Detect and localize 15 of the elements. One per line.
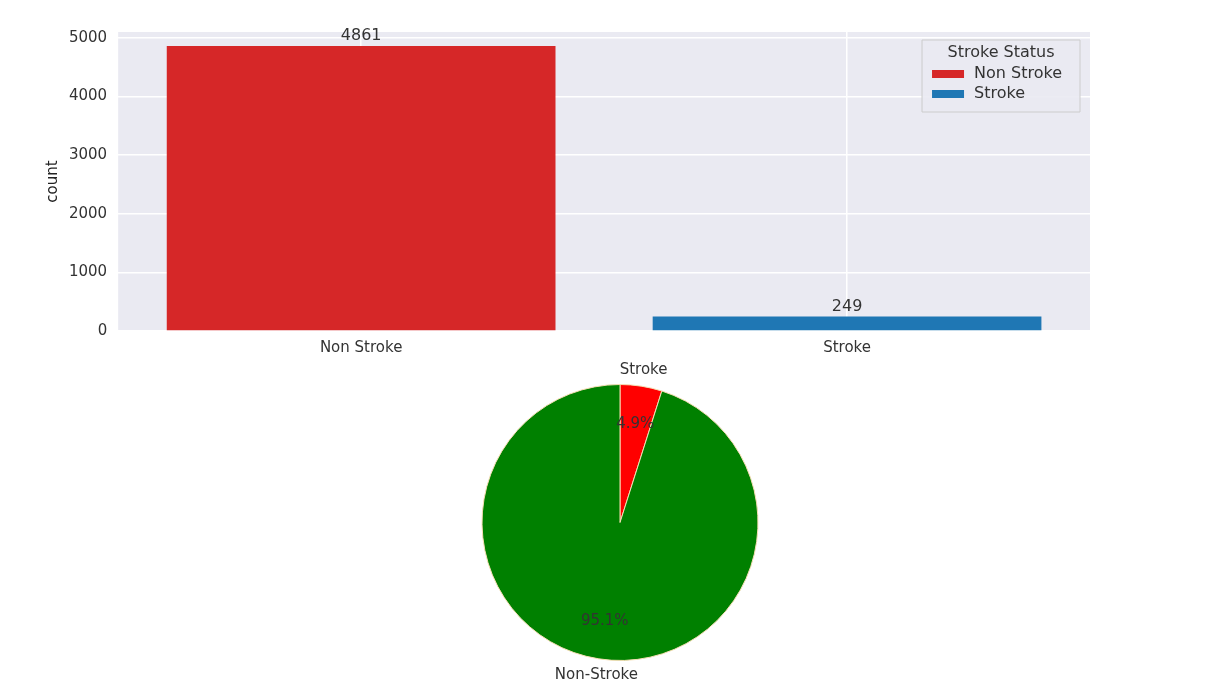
data-label: 249 xyxy=(831,295,863,315)
y-tick-label: 0 xyxy=(97,320,108,339)
data-label: 95.1% xyxy=(580,610,629,629)
legend-label: Non Stroke xyxy=(974,63,1062,83)
legend-label: Stroke xyxy=(974,83,1026,103)
legend-title: Stroke Status xyxy=(947,42,1055,62)
y-tick-label: 1000 xyxy=(68,262,108,281)
y-tick-label: 3000 xyxy=(68,145,108,164)
y-tick-label: 2000 xyxy=(68,203,108,222)
y-axis-title: count xyxy=(42,160,61,203)
slice-label: Non-Stroke xyxy=(554,664,638,683)
y-tick-label: 4000 xyxy=(68,86,108,105)
slice-label: Stroke xyxy=(619,360,668,379)
data-label: 4861 xyxy=(340,25,382,45)
y-tick-label: 5000 xyxy=(68,27,108,46)
